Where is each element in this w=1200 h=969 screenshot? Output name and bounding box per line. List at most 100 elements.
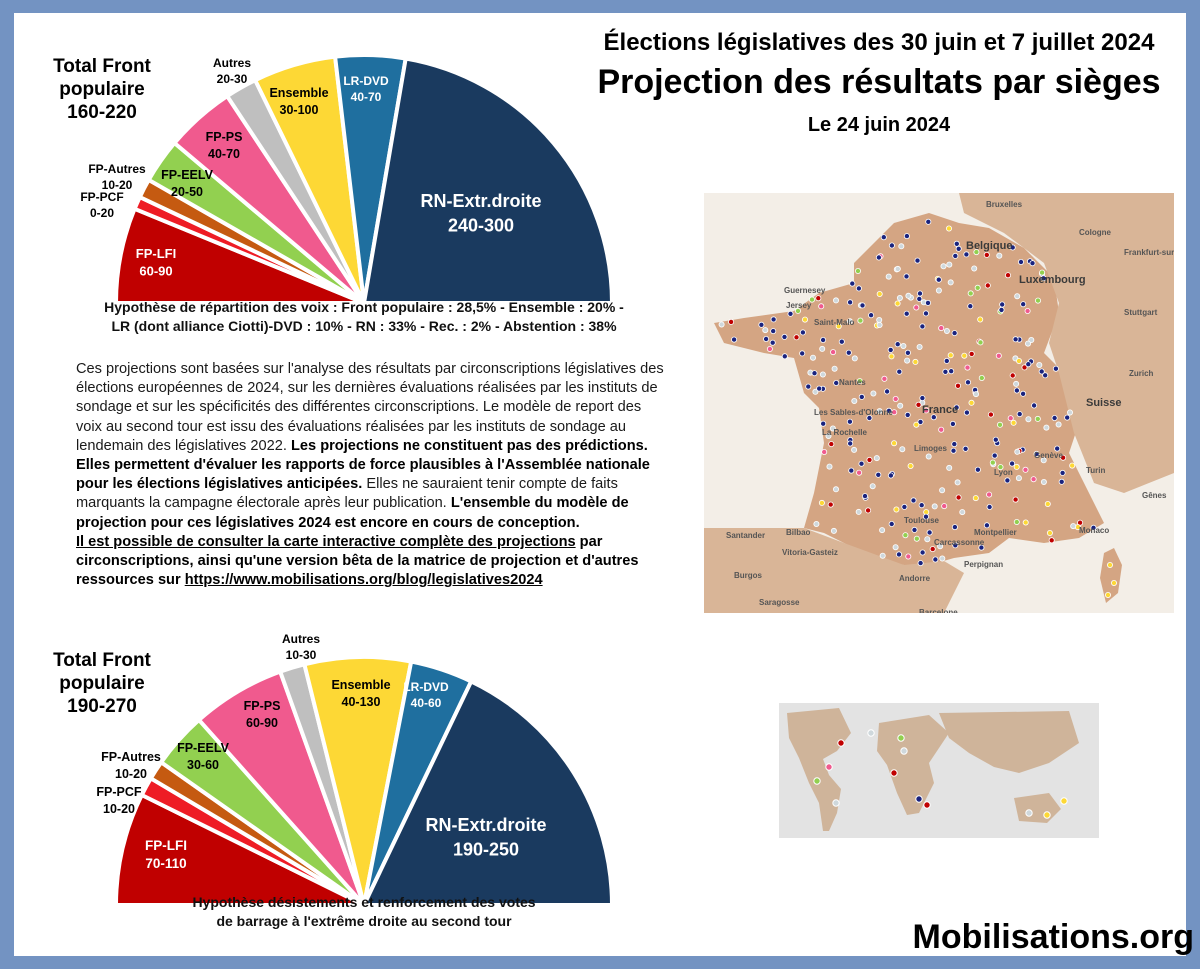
constituency-marker[interactable] xyxy=(983,522,990,529)
constituency-marker[interactable] xyxy=(876,317,883,324)
constituency-marker[interactable] xyxy=(856,469,863,476)
constituency-marker[interactable] xyxy=(924,536,931,543)
constituency-marker[interactable] xyxy=(978,544,985,551)
constituency-marker[interactable] xyxy=(888,520,895,527)
constituency-marker[interactable] xyxy=(971,265,978,272)
constituency-marker[interactable] xyxy=(916,343,923,350)
constituency-marker[interactable] xyxy=(977,316,984,323)
constituency-marker[interactable] xyxy=(865,507,872,514)
constituency-marker[interactable] xyxy=(851,397,858,404)
constituency-marker[interactable] xyxy=(914,257,921,264)
overseas-marker[interactable] xyxy=(825,763,833,771)
constituency-marker[interactable] xyxy=(963,409,970,416)
constituency-marker[interactable] xyxy=(847,299,854,306)
constituency-marker[interactable] xyxy=(1070,523,1077,530)
constituency-marker[interactable] xyxy=(913,421,920,428)
constituency-marker[interactable] xyxy=(938,325,945,332)
constituency-marker[interactable] xyxy=(887,472,894,479)
constituency-marker[interactable] xyxy=(972,391,979,398)
constituency-marker[interactable] xyxy=(847,440,854,447)
constituency-marker[interactable] xyxy=(918,502,925,509)
constituency-marker[interactable] xyxy=(939,487,946,494)
constituency-marker[interactable] xyxy=(913,304,920,311)
constituency-marker[interactable] xyxy=(879,527,886,534)
constituency-marker[interactable] xyxy=(827,501,834,508)
constituency-marker[interactable] xyxy=(893,506,900,513)
constituency-marker[interactable] xyxy=(968,350,975,357)
constituency-marker[interactable] xyxy=(873,455,880,462)
constituency-marker[interactable] xyxy=(894,265,901,272)
constituency-marker[interactable] xyxy=(1066,409,1073,416)
constituency-marker[interactable] xyxy=(1052,365,1059,372)
overseas-marker[interactable] xyxy=(813,777,821,785)
constituency-marker[interactable] xyxy=(1024,340,1031,347)
constituency-marker[interactable] xyxy=(939,555,946,562)
constituency-marker[interactable] xyxy=(835,323,842,330)
constituency-marker[interactable] xyxy=(1025,361,1032,368)
constituency-marker[interactable] xyxy=(894,300,901,307)
constituency-marker[interactable] xyxy=(903,310,910,317)
constituency-marker[interactable] xyxy=(905,553,912,560)
constituency-marker[interactable] xyxy=(911,526,918,533)
constituency-marker[interactable] xyxy=(1017,259,1024,266)
constituency-marker[interactable] xyxy=(942,368,949,375)
constituency-marker[interactable] xyxy=(1090,524,1097,531)
constituency-marker[interactable] xyxy=(1031,402,1038,409)
constituency-marker[interactable] xyxy=(892,395,899,402)
constituency-marker[interactable] xyxy=(851,355,858,362)
constituency-marker[interactable] xyxy=(978,374,985,381)
constituency-marker[interactable] xyxy=(973,249,980,256)
constituency-marker[interactable] xyxy=(912,358,919,365)
constituency-marker[interactable] xyxy=(1033,450,1040,457)
constituency-marker[interactable] xyxy=(941,503,948,510)
constituency-marker[interactable] xyxy=(851,446,858,453)
constituency-marker[interactable] xyxy=(1051,414,1058,421)
constituency-marker[interactable] xyxy=(1064,414,1071,421)
constituency-marker[interactable] xyxy=(802,316,809,323)
overseas-marker[interactable] xyxy=(1025,809,1033,817)
constituency-marker[interactable] xyxy=(953,404,960,411)
constituency-marker[interactable] xyxy=(954,382,961,389)
constituency-marker[interactable] xyxy=(1015,357,1022,364)
constituency-marker[interactable] xyxy=(946,261,953,268)
constituency-marker[interactable] xyxy=(829,425,836,432)
constituency-marker[interactable] xyxy=(810,354,817,361)
constituency-marker[interactable] xyxy=(861,493,868,500)
constituency-marker[interactable] xyxy=(1022,466,1029,473)
constituency-marker[interactable] xyxy=(905,292,912,299)
constituency-marker[interactable] xyxy=(1028,336,1035,343)
constituency-marker[interactable] xyxy=(1034,415,1041,422)
constituency-marker[interactable] xyxy=(961,352,968,359)
constituency-marker[interactable] xyxy=(820,420,827,427)
constituency-marker[interactable] xyxy=(813,520,820,527)
constituency-marker[interactable] xyxy=(1020,301,1027,308)
constituency-marker[interactable] xyxy=(955,494,962,501)
constituency-marker[interactable] xyxy=(1020,390,1027,397)
constituency-marker[interactable] xyxy=(963,251,970,258)
constituency-marker[interactable] xyxy=(903,273,910,280)
constituency-marker[interactable] xyxy=(828,441,835,448)
constituency-marker[interactable] xyxy=(1048,537,1055,544)
blog-url-link[interactable]: https://www.mobilisations.org/blog/legis… xyxy=(184,572,543,589)
constituency-marker[interactable] xyxy=(885,407,892,414)
constituency-marker[interactable] xyxy=(935,287,942,294)
constituency-marker[interactable] xyxy=(916,295,923,302)
constituency-marker[interactable] xyxy=(758,321,765,328)
constituency-marker[interactable] xyxy=(858,460,865,467)
constituency-marker[interactable] xyxy=(919,323,926,330)
constituency-marker[interactable] xyxy=(859,302,866,309)
constituency-marker[interactable] xyxy=(831,365,838,372)
constituency-marker[interactable] xyxy=(951,330,958,337)
constituency-marker[interactable] xyxy=(884,388,891,395)
constituency-marker[interactable] xyxy=(787,310,794,317)
constituency-marker[interactable] xyxy=(809,296,816,303)
constituency-marker[interactable] xyxy=(924,299,931,306)
constituency-marker[interactable] xyxy=(805,383,812,390)
constituency-marker[interactable] xyxy=(1021,364,1028,371)
constituency-marker[interactable] xyxy=(1040,275,1047,282)
constituency-marker[interactable] xyxy=(996,252,1003,259)
constituency-marker[interactable] xyxy=(984,282,991,289)
constituency-marker[interactable] xyxy=(952,252,959,259)
constituency-marker[interactable] xyxy=(1030,476,1037,483)
constituency-marker[interactable] xyxy=(819,345,826,352)
